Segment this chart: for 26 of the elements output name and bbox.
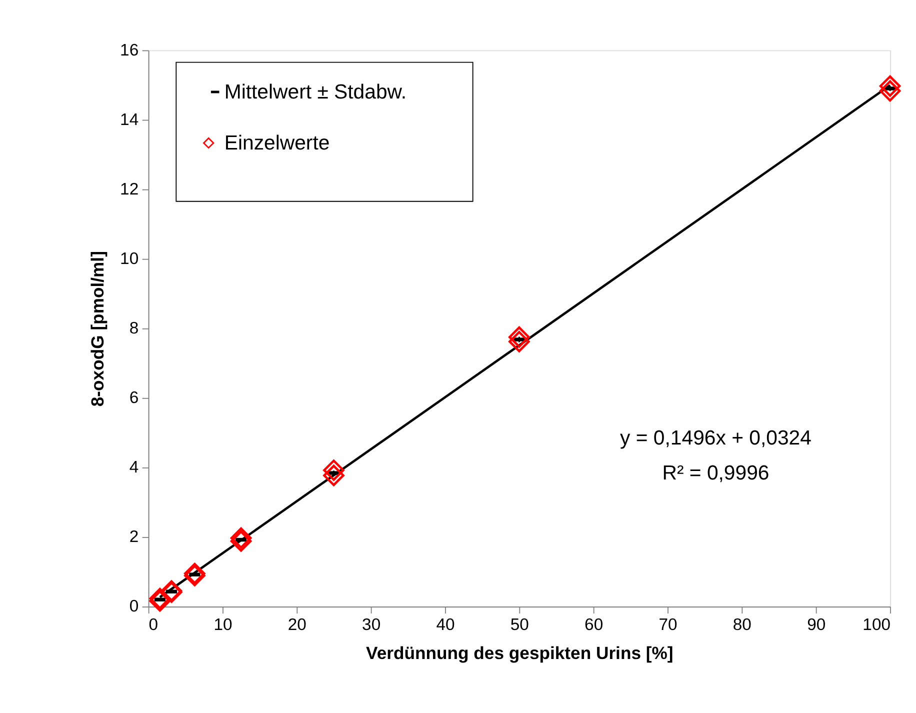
legend-label: Einzelwerte [224, 132, 330, 154]
y-tick-label: 16 [120, 40, 139, 60]
annotation: y = 0,1496x + 0,0324 [620, 427, 812, 450]
x-tick-label: 90 [807, 615, 826, 634]
x-axis-title: Verdünnung des gespikten Urins [%] [366, 642, 674, 663]
x-tick-label: 30 [362, 615, 381, 634]
x-tick-label: 40 [436, 615, 455, 634]
x-tick-label: 100 [862, 615, 891, 634]
y-tick-label: 12 [120, 179, 139, 198]
y-tick-label: 10 [120, 248, 139, 268]
x-tick-label: 50 [510, 615, 529, 634]
y-tick-label: 6 [129, 388, 139, 408]
x-tick-label: 0 [148, 615, 158, 634]
y-tick-label: 8 [129, 318, 139, 338]
x-tick-label: 10 [214, 615, 232, 634]
y-tick-label: 0 [129, 596, 139, 616]
x-tick-label: 70 [658, 615, 678, 634]
y-tick-label: 4 [129, 458, 139, 477]
y-tick-label: 2 [129, 527, 139, 546]
legend-label: Mittelwert ± Stdabw. [224, 81, 407, 104]
y-axis-title: 8-oxodG [pmol/ml] [87, 251, 108, 407]
x-tick-label: 60 [584, 615, 604, 634]
y-tick-label: 14 [120, 110, 139, 129]
annotation: R² = 0,9996 [662, 462, 770, 485]
x-tick-label: 20 [288, 615, 306, 634]
x-tick-label: 80 [732, 615, 752, 634]
